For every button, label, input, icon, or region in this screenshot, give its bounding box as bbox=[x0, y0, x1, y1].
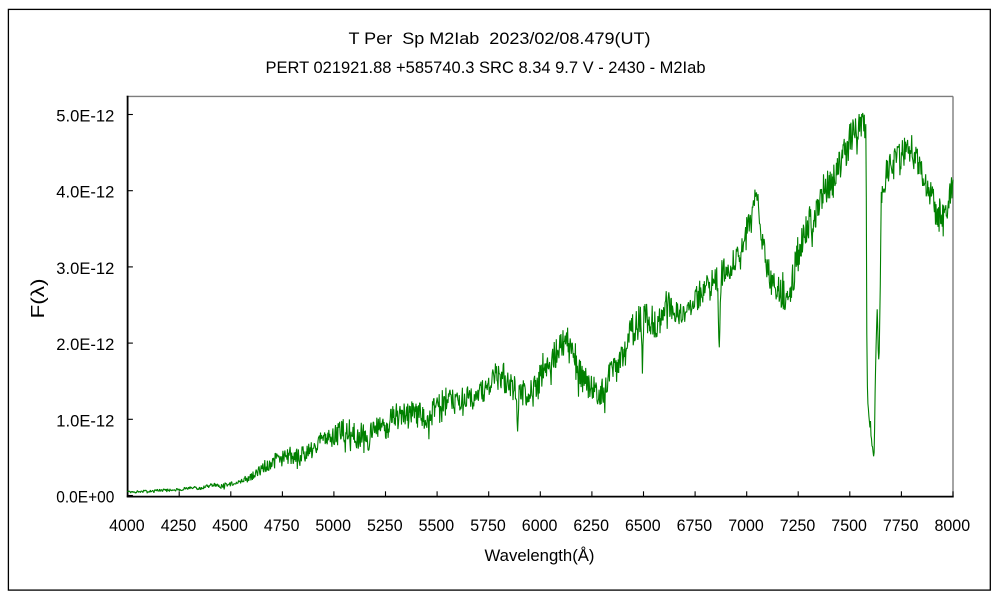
svg-text:T Per Sp M2Iab 2023/02/08.47: T Per Sp M2Iab 2023/02/08.479(UT) bbox=[349, 29, 651, 48]
svg-text:0.0E+00: 0.0E+00 bbox=[56, 488, 114, 507]
svg-text:4000: 4000 bbox=[109, 516, 145, 535]
svg-text:5500: 5500 bbox=[419, 516, 455, 535]
svg-text:4.0E-12: 4.0E-12 bbox=[56, 183, 114, 202]
svg-text:7500: 7500 bbox=[831, 516, 867, 535]
svg-text:7000: 7000 bbox=[728, 516, 764, 535]
svg-text:3.0E-12: 3.0E-12 bbox=[56, 259, 114, 278]
svg-text:6250: 6250 bbox=[573, 516, 609, 535]
svg-text:8000: 8000 bbox=[935, 516, 971, 535]
svg-text:F(λ): F(λ) bbox=[28, 279, 48, 319]
svg-text:5.0E-12: 5.0E-12 bbox=[56, 107, 114, 126]
svg-text:6500: 6500 bbox=[625, 516, 661, 535]
svg-text:4750: 4750 bbox=[264, 516, 300, 535]
svg-text:7750: 7750 bbox=[883, 516, 919, 535]
svg-text:7250: 7250 bbox=[780, 516, 816, 535]
svg-text:4250: 4250 bbox=[161, 516, 197, 535]
svg-text:2.0E-12: 2.0E-12 bbox=[56, 335, 114, 354]
svg-text:5000: 5000 bbox=[315, 516, 351, 535]
svg-text:5750: 5750 bbox=[470, 516, 506, 535]
svg-text:6000: 6000 bbox=[522, 516, 558, 535]
svg-text:PERT 021921.88 +585740.3 SRC 8: PERT 021921.88 +585740.3 SRC 8.34 9.7 V … bbox=[266, 58, 706, 77]
svg-text:6750: 6750 bbox=[677, 516, 713, 535]
svg-text:4500: 4500 bbox=[212, 516, 248, 535]
svg-text:Wavelength(Å): Wavelength(Å) bbox=[485, 546, 595, 565]
svg-text:1.0E-12: 1.0E-12 bbox=[56, 411, 114, 430]
svg-text:5250: 5250 bbox=[367, 516, 403, 535]
